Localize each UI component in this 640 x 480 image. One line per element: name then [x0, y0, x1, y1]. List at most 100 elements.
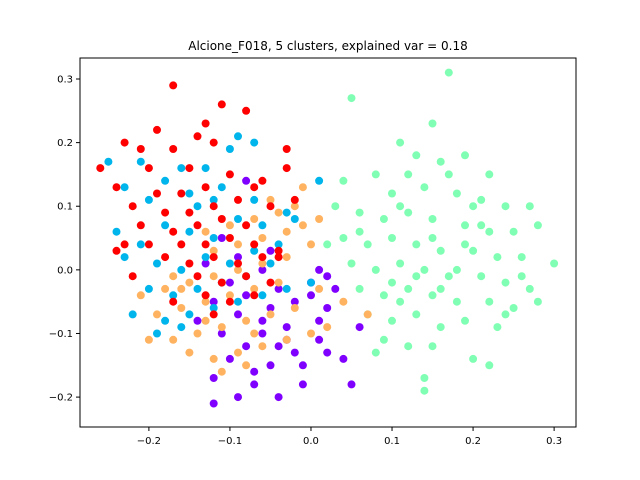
- point-s5-3: [242, 106, 251, 115]
- point-s5-35: [144, 240, 153, 249]
- point-s5-21: [201, 183, 210, 192]
- point-s3-45: [452, 297, 461, 306]
- point-s1-23: [209, 297, 218, 306]
- point-s4-47: [315, 284, 324, 293]
- point-s4-8: [282, 227, 291, 236]
- point-s1-43: [258, 316, 267, 325]
- point-s4-16: [209, 272, 218, 281]
- point-s2-10: [201, 164, 210, 173]
- point-s5-1: [169, 81, 178, 90]
- point-s3-75: [323, 240, 332, 249]
- point-s1-1: [209, 399, 218, 408]
- y-tick-label-4: 0.1: [57, 202, 73, 213]
- point-s3-50: [388, 316, 396, 325]
- point-s5-42: [209, 253, 218, 262]
- point-s1-36: [355, 323, 364, 332]
- point-s4-21: [225, 291, 234, 300]
- point-s3-36: [420, 265, 429, 274]
- x-tick-label-1: −0.2: [137, 436, 161, 447]
- point-s2-26: [274, 240, 283, 249]
- point-s2-42: [177, 323, 186, 332]
- point-s2-25: [250, 246, 259, 255]
- point-s2-20: [282, 208, 291, 217]
- point-s2-2: [136, 157, 145, 166]
- point-s2-43: [315, 176, 324, 185]
- point-s3-57: [428, 342, 437, 351]
- point-s5-10: [209, 138, 218, 147]
- point-s1-14: [315, 335, 324, 344]
- point-s3-69: [517, 272, 526, 281]
- point-s4-11: [209, 246, 218, 255]
- point-s3-63: [331, 202, 340, 211]
- point-s1-35: [250, 380, 259, 389]
- point-s1-24: [242, 291, 251, 300]
- point-s4-7: [315, 215, 324, 223]
- point-s5-40: [161, 253, 170, 262]
- point-s5-17: [282, 164, 291, 173]
- point-s1-29: [201, 259, 210, 268]
- point-s2-12: [144, 195, 153, 204]
- point-s5-23: [128, 202, 137, 211]
- point-s5-5: [153, 125, 161, 134]
- point-s4-18: [161, 284, 170, 293]
- point-s3-20: [461, 221, 469, 230]
- point-s2-14: [136, 240, 145, 249]
- point-s5-43: [234, 259, 242, 268]
- point-s3-22: [509, 227, 518, 236]
- point-s4-34: [258, 342, 267, 351]
- point-s2-38: [258, 291, 267, 300]
- point-s4-37: [185, 348, 194, 357]
- point-s3-80: [412, 272, 421, 281]
- point-s4-19: [274, 278, 283, 287]
- series-4: [136, 183, 372, 376]
- point-s4-45: [298, 221, 307, 230]
- point-s1-3: [274, 393, 283, 402]
- point-s2-4: [161, 176, 170, 185]
- point-s5-45: [274, 246, 283, 255]
- point-s2-22: [177, 265, 186, 274]
- point-s1-12: [242, 342, 251, 351]
- point-s3-32: [550, 259, 559, 268]
- point-s1-19: [234, 310, 242, 319]
- point-s5-28: [266, 202, 275, 211]
- point-s1-21: [290, 297, 299, 306]
- point-s4-5: [225, 221, 234, 230]
- point-s3-7: [461, 151, 469, 160]
- point-s2-19: [258, 221, 267, 230]
- point-s3-77: [396, 202, 405, 211]
- point-s5-19: [153, 189, 161, 198]
- point-s4-31: [144, 335, 153, 344]
- point-s2-47: [193, 202, 202, 211]
- point-s3-26: [388, 234, 396, 242]
- point-s3-21: [485, 227, 494, 236]
- point-s5-26: [209, 202, 218, 211]
- point-s3-33: [347, 259, 356, 268]
- point-s5-58: [274, 253, 283, 262]
- point-s4-50: [177, 284, 186, 293]
- point-s1-30: [234, 253, 242, 262]
- point-s5-22: [250, 183, 259, 192]
- point-s1-11: [323, 348, 332, 357]
- point-s5-33: [242, 221, 251, 230]
- point-s2-28: [169, 291, 178, 300]
- point-s1-42: [298, 361, 307, 370]
- point-s2-48: [120, 253, 129, 262]
- point-s5-56: [209, 310, 218, 319]
- point-s3-5: [412, 151, 421, 160]
- point-s5-39: [250, 240, 259, 249]
- point-s3-67: [452, 265, 461, 274]
- point-s3-60: [420, 374, 429, 382]
- point-s4-15: [234, 265, 242, 274]
- point-s5-31: [193, 221, 202, 230]
- point-s1-38: [217, 234, 226, 242]
- point-s4-33: [282, 335, 291, 344]
- point-s3-13: [477, 195, 486, 204]
- point-s3-70: [355, 227, 364, 236]
- point-s1-4: [298, 380, 307, 389]
- point-s3-54: [493, 323, 502, 332]
- point-s4-4: [250, 215, 259, 223]
- point-s3-25: [363, 240, 372, 249]
- point-s3-34: [371, 265, 380, 274]
- point-s3-76: [371, 348, 380, 357]
